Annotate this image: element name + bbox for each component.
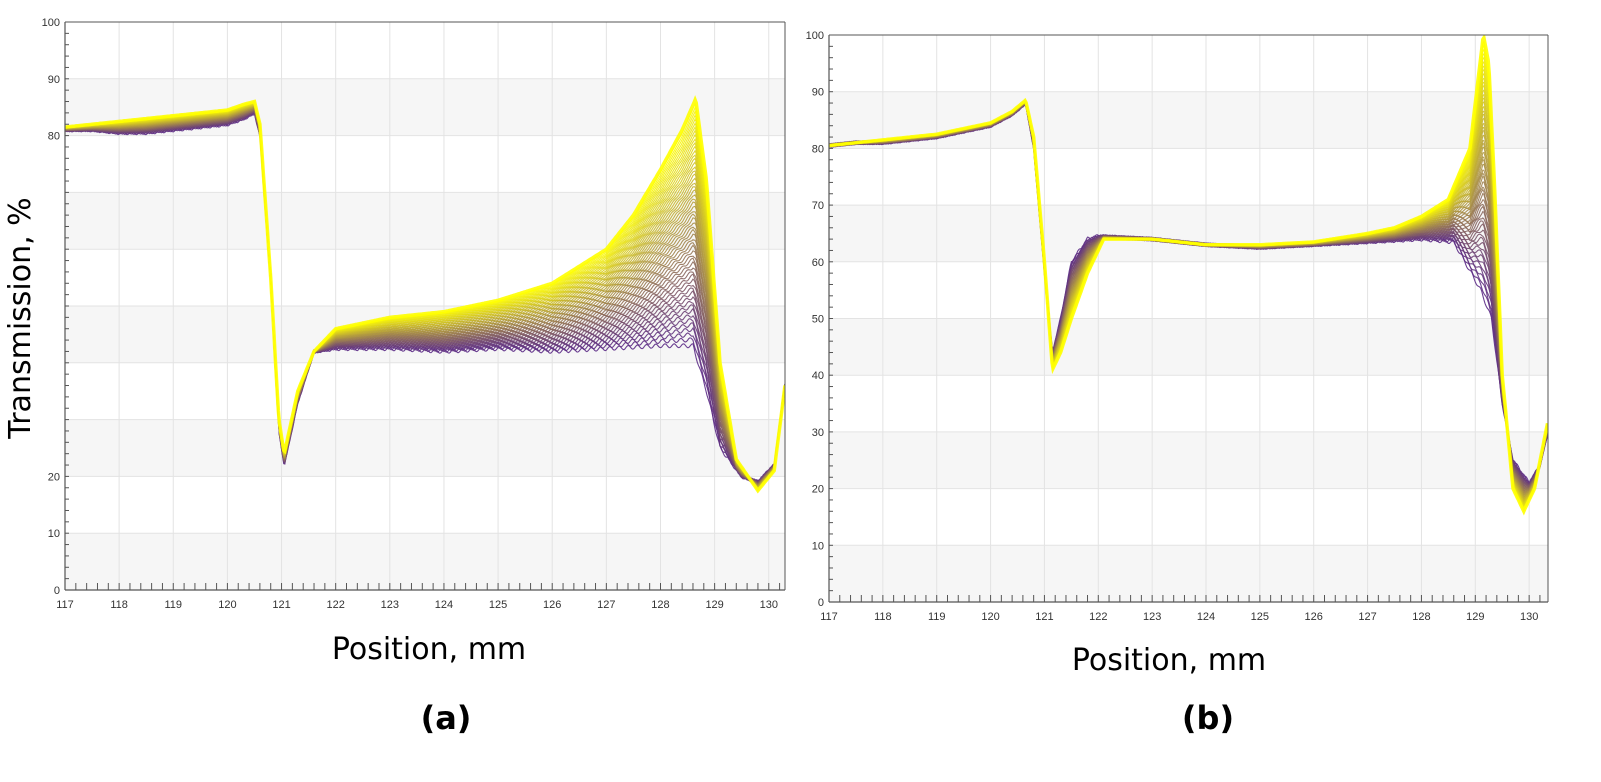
panel-b: 117 118 119 120 121 122 123 124 125 126 127 128 129 1… — [806, 30, 1549, 737]
series-line — [65, 106, 785, 486]
x-tick-label: 120 — [981, 611, 999, 623]
panel-b-label: (b) — [1182, 699, 1234, 737]
x-tick-label: 128 — [651, 599, 669, 611]
x-tick-label: 129 — [705, 599, 723, 611]
y-tick-label: 20 — [48, 471, 60, 483]
series-line — [65, 108, 785, 485]
background-band — [829, 431, 1548, 489]
series-line — [65, 106, 785, 486]
panel-b-bands — [829, 91, 1548, 602]
y-tick-label: 80 — [48, 131, 60, 143]
y-tick-label: 80 — [812, 143, 824, 155]
y-tick-label: 10 — [812, 540, 824, 552]
series-line — [829, 35, 1548, 516]
x-tick-label: 125 — [1251, 611, 1269, 623]
series-line — [65, 104, 785, 488]
panel-b-curves — [829, 35, 1548, 516]
x-tick-label: 122 — [1089, 611, 1107, 623]
panel-a-y-axis-title: Transmission, % — [3, 197, 38, 439]
background-band — [829, 545, 1548, 602]
panel-a-curves — [65, 95, 785, 494]
panel-a-y-ticks: 0 10 20 80 90 100 — [42, 17, 60, 597]
x-tick-label: 121 — [1035, 611, 1053, 623]
panel-b-axes — [828, 34, 1549, 603]
background-band — [65, 419, 785, 477]
y-tick-label: 40 — [812, 370, 824, 382]
panel-b-x-ticks: 117 118 119 120 121 122 123 124 125 126 127 128 129 1… — [820, 611, 1538, 623]
y-tick-label: 0 — [54, 585, 60, 597]
series-line — [65, 108, 785, 485]
x-tick-label: 124 — [435, 599, 453, 611]
x-tick-label: 117 — [820, 611, 838, 623]
x-tick-label: 130 — [1520, 611, 1538, 623]
panel-a-axes — [64, 21, 786, 591]
y-tick-label: 100 — [42, 17, 60, 29]
series-line — [65, 95, 785, 494]
x-tick-label: 128 — [1412, 611, 1430, 623]
x-tick-label: 120 — [218, 599, 236, 611]
x-tick-label: 126 — [1305, 611, 1323, 623]
x-tick-label: 124 — [1197, 611, 1215, 623]
x-tick-label: 125 — [489, 599, 507, 611]
panel-b-x-axis-title: Position, mm — [1072, 643, 1266, 678]
x-tick-label: 121 — [272, 599, 290, 611]
x-tick-label: 118 — [110, 599, 128, 611]
series-line — [65, 110, 785, 484]
x-tick-label: 130 — [760, 599, 778, 611]
x-tick-label: 127 — [597, 599, 615, 611]
series-line — [65, 104, 785, 488]
y-tick-label: 100 — [806, 30, 824, 42]
y-tick-label: 0 — [818, 597, 824, 609]
y-tick-label: 90 — [48, 74, 60, 86]
x-tick-label: 117 — [56, 599, 74, 611]
y-tick-label: 90 — [812, 87, 824, 99]
x-tick-label: 127 — [1358, 611, 1376, 623]
y-tick-label: 70 — [812, 200, 824, 212]
x-tick-label: 126 — [543, 599, 561, 611]
series-line — [65, 102, 785, 490]
background-band — [829, 91, 1548, 149]
y-tick-label: 60 — [812, 257, 824, 269]
panel-b-y-ticks: 0 10 20 30 40 50 60 70 80 90 100 — [806, 30, 824, 609]
panel-a: 117 118 119 120 121 122 123 124 125 126 127 128 129 1… — [3, 17, 786, 737]
x-tick-label: 119 — [164, 599, 182, 611]
panel-a-label: (a) — [421, 699, 472, 737]
x-tick-label: 123 — [1143, 611, 1161, 623]
y-tick-label: 30 — [812, 427, 824, 439]
x-tick-label: 118 — [874, 611, 892, 623]
y-tick-label: 50 — [812, 314, 824, 326]
background-band — [65, 533, 785, 590]
panel-a-x-ticks: 117 118 119 120 121 122 123 124 125 126 127 128 129 1… — [56, 599, 778, 611]
panel-a-x-axis-title: Position, mm — [332, 632, 526, 667]
x-tick-label: 123 — [381, 599, 399, 611]
y-tick-label: 10 — [48, 528, 60, 540]
x-tick-label: 119 — [928, 611, 946, 623]
y-tick-label: 20 — [812, 484, 824, 496]
series-line — [65, 102, 785, 491]
x-tick-label: 129 — [1466, 611, 1484, 623]
x-tick-label: 122 — [326, 599, 344, 611]
series-line — [65, 103, 785, 489]
background-band — [829, 318, 1548, 376]
series-line — [65, 108, 785, 485]
